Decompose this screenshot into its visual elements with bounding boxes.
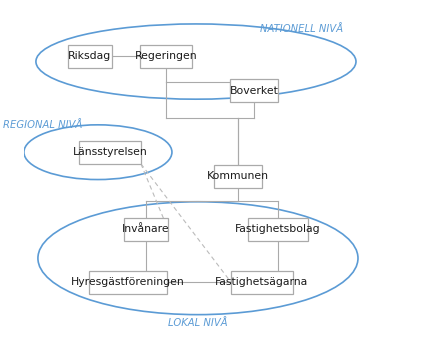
Text: NATIONELL NIVÅ: NATIONELL NIVÅ — [260, 24, 343, 34]
FancyBboxPatch shape — [140, 45, 192, 68]
Text: Riksdag: Riksdag — [68, 51, 112, 62]
Text: Fastighetsbolag: Fastighetsbolag — [235, 224, 321, 234]
FancyBboxPatch shape — [124, 218, 168, 241]
Text: Boverket: Boverket — [229, 86, 279, 96]
Text: REGIONAL NIVÅ: REGIONAL NIVÅ — [3, 120, 83, 130]
FancyBboxPatch shape — [68, 45, 112, 68]
Text: Fastighetsägarna: Fastighetsägarna — [215, 277, 309, 287]
FancyBboxPatch shape — [214, 165, 262, 188]
FancyBboxPatch shape — [230, 79, 278, 102]
FancyBboxPatch shape — [231, 271, 293, 294]
Text: Länsstyrelsen: Länsstyrelsen — [73, 147, 147, 157]
FancyBboxPatch shape — [248, 218, 308, 241]
FancyBboxPatch shape — [79, 141, 141, 164]
FancyBboxPatch shape — [89, 271, 167, 294]
Text: Hyresgästföreningen: Hyresgästföreningen — [71, 277, 185, 287]
Text: Kommunen: Kommunen — [207, 171, 269, 181]
Text: Regeringen: Regeringen — [135, 51, 197, 62]
Text: Invånare: Invånare — [122, 224, 170, 234]
Text: LOKAL NIVÅ: LOKAL NIVÅ — [168, 318, 228, 328]
